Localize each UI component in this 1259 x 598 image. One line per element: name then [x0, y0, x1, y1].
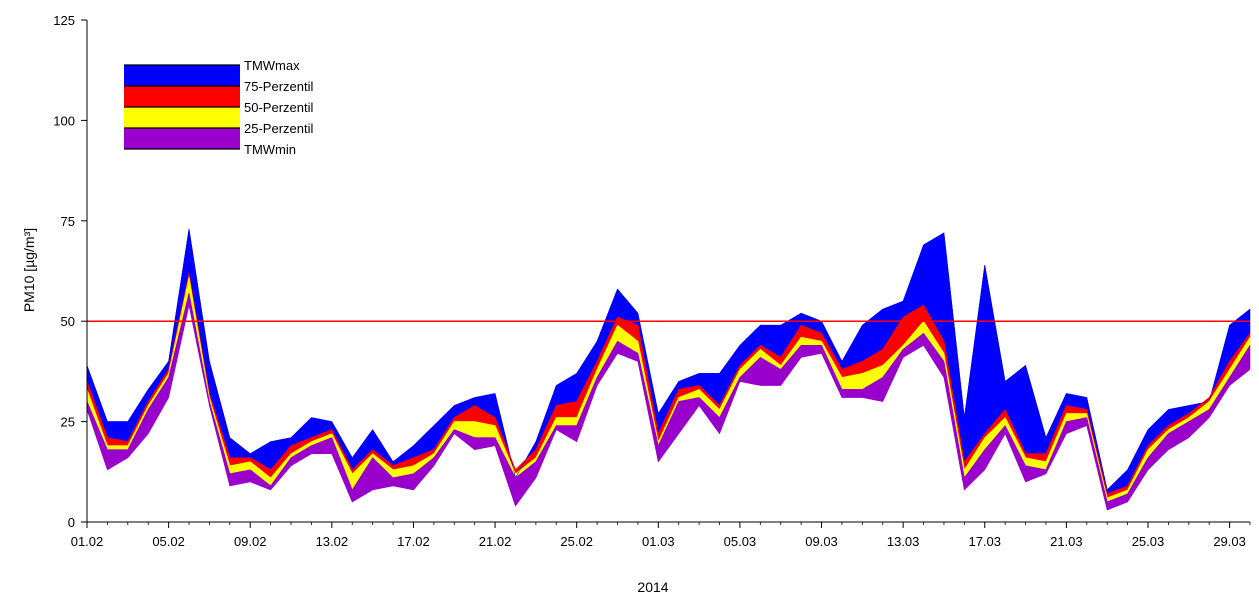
x-tick-label: 09.03	[805, 534, 838, 549]
y-tick-label: 125	[53, 13, 75, 28]
x-tick-label: 13.02	[316, 534, 349, 549]
line-25-perzentil	[86, 293, 1251, 503]
x-tick-label: 25.02	[560, 534, 593, 549]
legend-swatch	[124, 86, 240, 107]
x-tick-label: 17.02	[397, 534, 430, 549]
legend-50-perzentil: 50-Perzentil	[244, 100, 313, 115]
x-axis: 01.02 05.02 09.02 13.02 17.02 21.02 25.02 01.03…	[71, 521, 1251, 549]
y-tick-label: 100	[53, 113, 75, 128]
x-tick-label: 21.03	[1050, 534, 1083, 549]
y-tick-label: 50	[61, 314, 75, 329]
plot-area	[86, 228, 1251, 511]
legend-swatch	[124, 65, 240, 86]
legend-25-perzentil: 25-Perzentil	[244, 121, 313, 136]
x-tick-label: 05.03	[724, 534, 757, 549]
line-tmwmin	[86, 305, 1251, 511]
legend-swatch	[124, 107, 240, 128]
x-tick-label: 09.02	[234, 534, 267, 549]
y-tick-label: 75	[61, 214, 75, 229]
legend-swatch	[124, 128, 240, 149]
x-tick-label: 13.03	[887, 534, 920, 549]
x-tick-label: 17.03	[968, 534, 1001, 549]
legend-tmwmin: TMWmin	[244, 142, 296, 157]
band-max-p75	[86, 228, 1251, 495]
legend-tmwmax: TMWmax	[244, 58, 300, 73]
legend: TMWmax 75-Perzentil 50-Perzentil 25-Perzent…	[124, 58, 313, 157]
x-axis-label: 2014	[637, 579, 668, 595]
x-tick-label: 05.02	[152, 534, 185, 549]
line-75-perzentil	[86, 272, 1251, 495]
y-tick-label: 0	[68, 515, 75, 530]
legend-75-perzentil: 75-Perzentil	[244, 79, 313, 94]
y-axis: 0 25 50 75 100 125	[53, 13, 88, 530]
y-tick-label: 25	[61, 415, 75, 430]
x-tick-label: 29.03	[1213, 534, 1246, 549]
x-tick-label: 21.02	[479, 534, 512, 549]
x-tick-label: 25.03	[1132, 534, 1165, 549]
x-tick-label: 01.03	[642, 534, 675, 549]
line-tmwmax	[86, 228, 1251, 491]
x-tick-label: 01.02	[71, 534, 104, 549]
y-axis-label: PM10 [µg/m³]	[21, 228, 37, 312]
line-50-perzentil	[86, 276, 1251, 499]
